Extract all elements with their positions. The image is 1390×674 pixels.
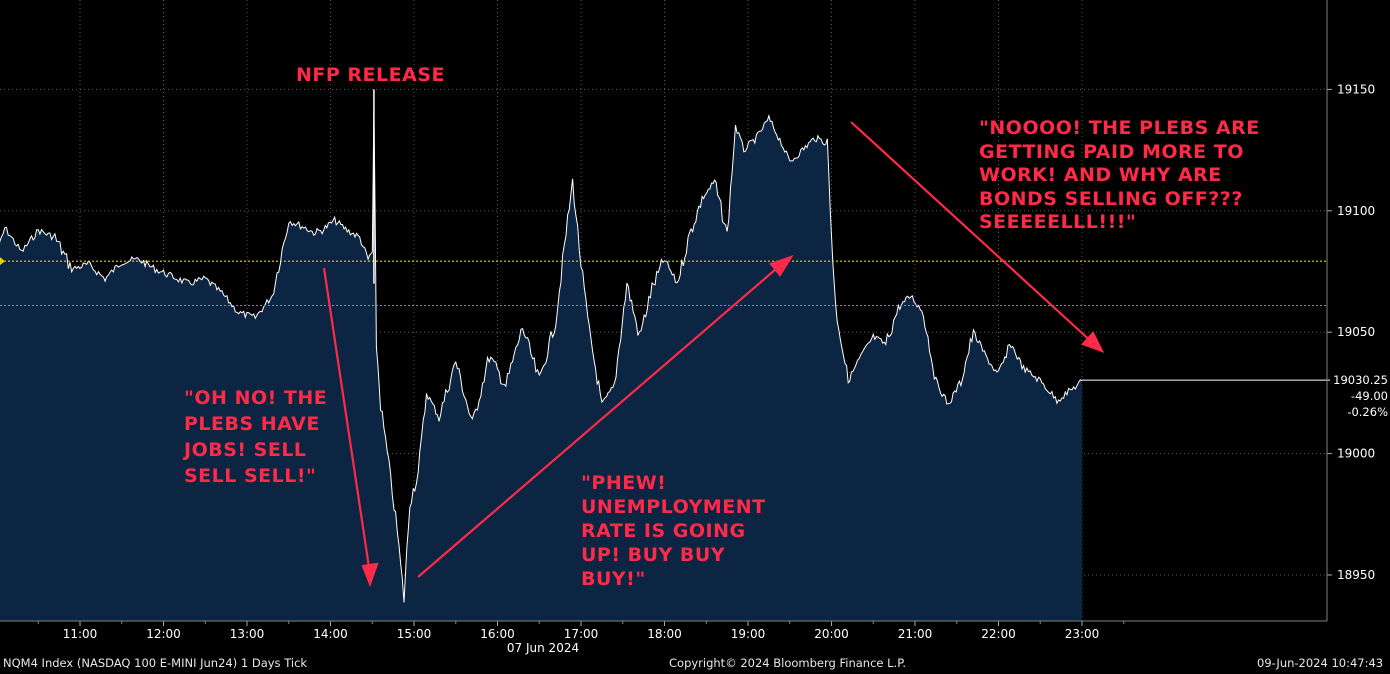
x-tick-label: 12:00 <box>146 627 181 641</box>
price-area <box>0 107 1082 621</box>
x-tick-label: 17:00 <box>564 627 599 641</box>
x-tick-label: 20:00 <box>814 627 849 641</box>
x-tick-label: 11:00 <box>63 627 98 641</box>
prev-close-marker <box>0 257 5 266</box>
arrow-sell <box>322 267 372 575</box>
last-pct-label: -0.26% <box>1347 405 1388 419</box>
arrow-noooo <box>850 121 1095 345</box>
phew-annotation: "PHEW! UNEMPLOYMENT RATE IS GOING UP! BU… <box>581 472 766 590</box>
x-tick-label: 22:00 <box>981 627 1016 641</box>
arrow-sell-head <box>361 562 379 588</box>
nfp-release-label: NFP RELEASE <box>296 64 445 86</box>
last-price-label: 19030.25 <box>1333 373 1388 387</box>
last-change-label: -49.00 <box>1350 389 1388 403</box>
oh-no-annotation: "OH NO! THE PLEBS HAVE JOBS! SELL SELL S… <box>184 387 328 487</box>
annotation-arrows <box>322 121 1105 588</box>
x-tick-label: 13:00 <box>230 627 265 641</box>
x-tick-label: 14:00 <box>313 627 348 641</box>
noooo-annotation: "NOOOO! THE PLEBS ARE GETTING PAID MORE … <box>979 117 1260 233</box>
copyright-text: Copyright© 2024 Bloomberg Finance L.P. <box>669 656 906 670</box>
x-tick-label: 15:00 <box>397 627 432 641</box>
y-tick-label: 19050 <box>1337 325 1375 339</box>
timestamp-text: 09-Jun-2024 10:47:43 <box>1257 656 1384 670</box>
x-tick-label: 18:00 <box>647 627 682 641</box>
x-axis: 11:00 12:00 13:00 14:00 15:00 16:00 17:00 18:00… <box>37 621 1125 655</box>
date-label: 07 Jun 2024 <box>507 641 579 655</box>
y-tick-label: 19000 <box>1337 447 1375 461</box>
y-axis: 18950 19000 19050 19100 19150 <box>1327 82 1375 582</box>
arrow-buy-head <box>769 254 794 277</box>
x-tick-label: 16:00 <box>480 627 515 641</box>
y-tick-label: 19100 <box>1337 204 1375 218</box>
ticker-description: NQM4 Index (NASDAQ 100 E-MINI Jun24) 1 D… <box>3 656 308 670</box>
y-tick-label: 18950 <box>1337 568 1375 582</box>
y-tick-label: 19150 <box>1337 82 1375 96</box>
x-tick-label: 19:00 <box>731 627 766 641</box>
arrow-noooo-head <box>1081 331 1105 353</box>
arrow-buy <box>417 262 784 578</box>
x-tick-label: 21:00 <box>898 627 933 641</box>
x-tick-label: 23:00 <box>1065 627 1100 641</box>
price-line <box>0 107 1083 603</box>
